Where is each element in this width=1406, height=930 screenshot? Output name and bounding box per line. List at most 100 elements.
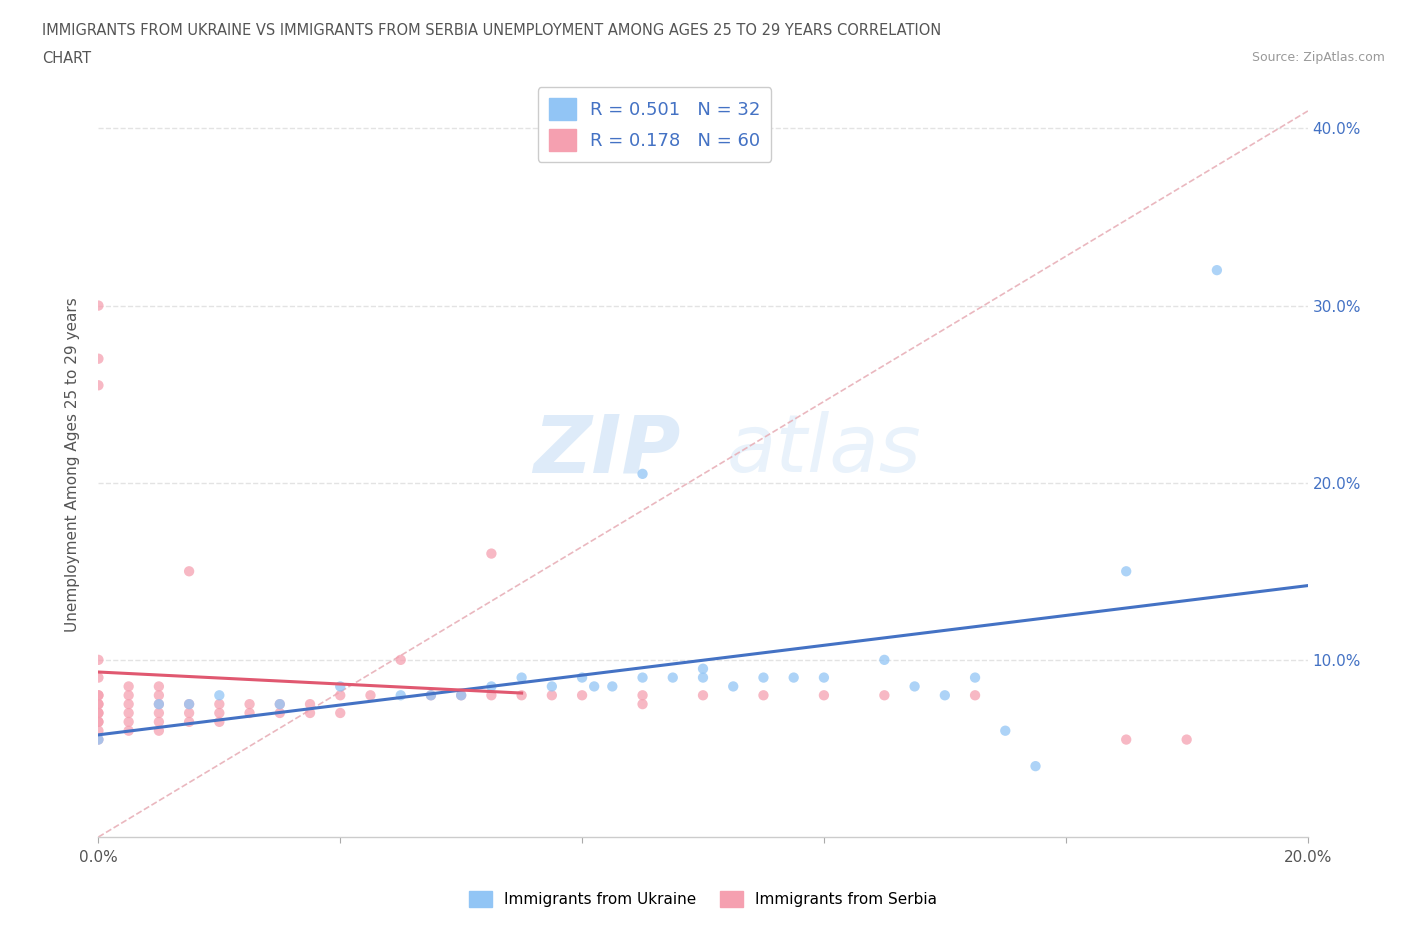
Point	[571, 671, 593, 685]
Point	[813, 671, 835, 685]
Point	[631, 467, 654, 482]
Point	[87, 714, 110, 729]
Point	[87, 732, 110, 747]
Point	[752, 671, 775, 685]
Point	[420, 688, 443, 703]
Point	[1115, 564, 1137, 578]
Legend: R = 0.501   N = 32, R = 0.178   N = 60: R = 0.501 N = 32, R = 0.178 N = 60	[538, 87, 772, 162]
Point	[1206, 262, 1229, 277]
Point	[148, 697, 170, 711]
Point	[783, 671, 806, 685]
Text: ZIP: ZIP	[533, 411, 681, 489]
Point	[450, 688, 472, 703]
Point	[179, 706, 201, 721]
Point	[813, 688, 835, 703]
Point	[1024, 759, 1046, 774]
Point	[510, 671, 533, 685]
Point	[239, 697, 262, 711]
Point	[269, 697, 291, 711]
Y-axis label: Unemployment Among Ages 25 to 29 years: Unemployment Among Ages 25 to 29 years	[65, 298, 80, 632]
Point	[329, 706, 352, 721]
Point	[934, 688, 956, 703]
Point	[208, 706, 231, 721]
Point	[631, 697, 654, 711]
Point	[179, 697, 201, 711]
Point	[329, 688, 352, 703]
Point	[87, 352, 110, 366]
Point	[118, 679, 141, 694]
Point	[1115, 732, 1137, 747]
Point	[87, 688, 110, 703]
Point	[994, 724, 1017, 738]
Text: CHART: CHART	[42, 51, 91, 66]
Point	[692, 671, 714, 685]
Point	[148, 724, 170, 738]
Point	[208, 688, 231, 703]
Point	[873, 688, 896, 703]
Point	[148, 679, 170, 694]
Point	[583, 679, 606, 694]
Point	[118, 714, 141, 729]
Point	[965, 671, 987, 685]
Point	[208, 697, 231, 711]
Point	[540, 679, 562, 694]
Point	[540, 688, 562, 703]
Point	[299, 697, 322, 711]
Point	[118, 706, 141, 721]
Point	[118, 724, 141, 738]
Point	[148, 697, 170, 711]
Point	[208, 714, 231, 729]
Point	[87, 697, 110, 711]
Point	[299, 706, 322, 721]
Point	[269, 697, 291, 711]
Point	[148, 714, 170, 729]
Point	[510, 688, 533, 703]
Point	[631, 688, 654, 703]
Text: atlas: atlas	[727, 411, 921, 489]
Point	[692, 661, 714, 676]
Point	[87, 299, 110, 313]
Point	[87, 378, 110, 392]
Point	[602, 679, 624, 694]
Point	[389, 688, 412, 703]
Point	[873, 653, 896, 668]
Point	[87, 653, 110, 668]
Point	[389, 653, 412, 668]
Point	[752, 688, 775, 703]
Point	[179, 714, 201, 729]
Point	[481, 688, 503, 703]
Point	[148, 688, 170, 703]
Point	[179, 697, 201, 711]
Point	[87, 697, 110, 711]
Point	[87, 706, 110, 721]
Point	[87, 671, 110, 685]
Point	[965, 688, 987, 703]
Point	[87, 688, 110, 703]
Point	[692, 688, 714, 703]
Point	[481, 546, 503, 561]
Point	[481, 679, 503, 694]
Point	[87, 724, 110, 738]
Point	[118, 688, 141, 703]
Point	[1175, 732, 1198, 747]
Point	[420, 688, 443, 703]
Point	[450, 688, 472, 703]
Point	[87, 732, 110, 747]
Point	[239, 706, 262, 721]
Point	[87, 706, 110, 721]
Legend: Immigrants from Ukraine, Immigrants from Serbia: Immigrants from Ukraine, Immigrants from…	[463, 884, 943, 913]
Point	[360, 688, 382, 703]
Point	[118, 697, 141, 711]
Point	[329, 679, 352, 694]
Point	[723, 679, 745, 694]
Point	[661, 671, 683, 685]
Point	[87, 714, 110, 729]
Point	[571, 688, 593, 703]
Point	[269, 706, 291, 721]
Point	[631, 671, 654, 685]
Text: IMMIGRANTS FROM UKRAINE VS IMMIGRANTS FROM SERBIA UNEMPLOYMENT AMONG AGES 25 TO : IMMIGRANTS FROM UKRAINE VS IMMIGRANTS FR…	[42, 23, 942, 38]
Point	[179, 564, 201, 578]
Point	[904, 679, 927, 694]
Point	[148, 706, 170, 721]
Text: Source: ZipAtlas.com: Source: ZipAtlas.com	[1251, 51, 1385, 64]
